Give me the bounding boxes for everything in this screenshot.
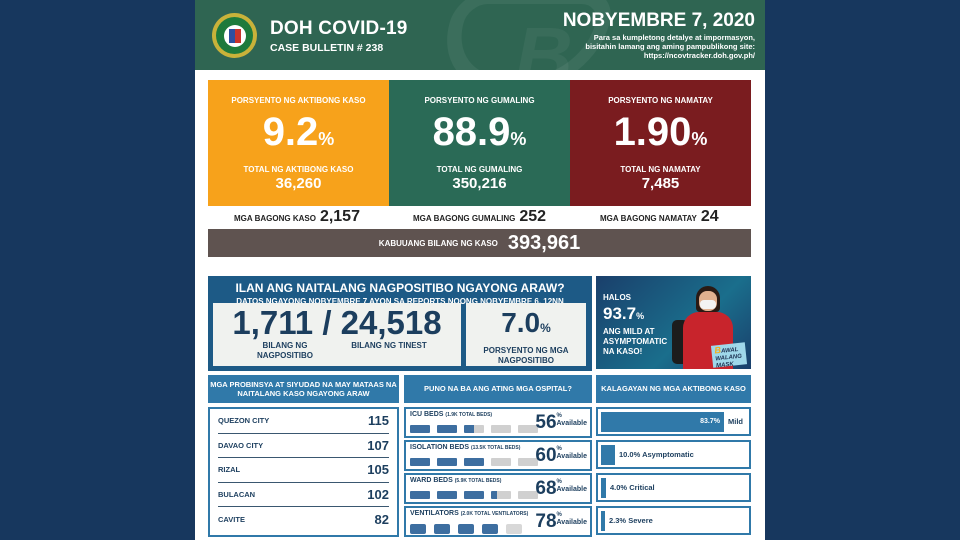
- list-item: RIZAL 105: [218, 458, 389, 483]
- new-cases: MGA BAGONG KASO 2,157: [234, 208, 360, 225]
- tracker-link[interactable]: https://ncovtracker.doh.gov.ph/: [643, 51, 755, 60]
- hospitals-header: PUNO NA BA ANG ATING MGA OSPITAL?: [404, 375, 592, 403]
- positivity-panel: ILAN ANG NAITALANG NAGPOSITIBO NGAYONG A…: [208, 276, 592, 371]
- deaths-percent: 1.90%: [613, 110, 708, 154]
- deaths-total: 7,485: [641, 175, 680, 192]
- watermark-letter: B: [515, 11, 573, 70]
- provinces-list: QUEZON CITY 115 DAVAO CITY 107 RIZAL 105 BU…: [208, 407, 399, 537]
- mild-asymptomatic-promo: HALOS 93.7% ANG MILD AT ASYMPTOMATIC NA KA…: [596, 276, 751, 369]
- bulletin-number: CASE BULLETIN # 238: [270, 42, 384, 54]
- info-note: Para sa kumpletong detalye at impormasyo…: [495, 33, 755, 60]
- bed-icons: [410, 458, 538, 466]
- new-recoveries: MGA BAGONG GUMALING 252: [413, 208, 547, 225]
- bulletin-date: NOBYEMBRE 7, 2020: [562, 10, 755, 31]
- list-item: BULACAN 102: [218, 483, 389, 507]
- recovered-total: 350,216: [452, 175, 507, 192]
- total-cases-bar: KABUUANG BILANG NG KASO 393,961: [208, 229, 751, 257]
- bed-icons: [410, 491, 538, 499]
- ventilator-icons: [410, 524, 526, 534]
- recovered-percent: 88.9%: [432, 110, 527, 154]
- severity-header: KALAGAYAN NG MGA AKTIBONG KASO: [596, 375, 751, 403]
- list-item: CAVITE 82: [218, 511, 389, 527]
- page-title: DOH COVID-19: [270, 18, 408, 39]
- active-cases-card: PORSYENTO NG AKTIBONG KASO 9.2% TOTAL NG…: [208, 80, 389, 206]
- ward-beds-card: WARD BEDS (5.9K TOTAL BEDS) 68% Available: [404, 473, 592, 504]
- severity-critical: 4.0% Critical: [596, 473, 751, 502]
- list-item: QUEZON CITY 115: [218, 409, 389, 434]
- positivity-rate-box: 7.0% PORSYENTO NG MGA NAGPOSITIBO: [466, 303, 586, 366]
- recovered-card: PORSYENTO NG GUMALING 88.9% TOTAL NG GUM…: [389, 80, 570, 206]
- positive-tested-box: 1,711 / 24,518 BILANG NG NAGPOSITIBO BILA…: [213, 303, 461, 366]
- severity-mild: 83.7% Mild: [596, 407, 751, 436]
- isolation-beds-card: ISOLATION BEDS (13.5K TOTAL BEDS) 60% Ava…: [404, 440, 592, 471]
- active-total: 36,260: [275, 175, 322, 192]
- list-item: DAVAO CITY 107: [218, 434, 389, 458]
- header: B DOH COVID-19 CASE BULLETIN # 238 NOBYE…: [195, 0, 765, 70]
- provinces-header: MGA PROBINSYA AT SIYUDAD NA MAY MATAAS N…: [208, 375, 399, 403]
- deaths-card: PORSYENTO NG NAMATAY 1.90% TOTAL NG NAMA…: [570, 80, 751, 206]
- face-mask-icon: [700, 300, 716, 309]
- bed-icons: [410, 425, 538, 433]
- ventilators-card: VENTILATORS (2.0K TOTAL VENTILATORS) 78%…: [404, 506, 592, 537]
- bulletin-page: B DOH COVID-19 CASE BULLETIN # 238 NOBYE…: [195, 0, 765, 540]
- new-deaths: MGA BAGONG NAMATAY 24: [600, 208, 719, 225]
- bawal-walang-mask-sign: BAWAL WALANG MASK: [710, 342, 748, 369]
- icu-beds-card: ICU BEDS (1.9K TOTAL BEDS) 56% Available: [404, 407, 592, 438]
- severity-asymptomatic: 10.0% Asymptomatic: [596, 440, 751, 469]
- doh-seal-logo: [212, 13, 257, 58]
- total-cases-value: 393,961: [507, 231, 581, 254]
- active-percent: 9.2%: [262, 110, 335, 154]
- masked-student-illustration: BAWAL WALANG MASK: [668, 286, 748, 369]
- severity-severe: 2.3% Severe: [596, 506, 751, 535]
